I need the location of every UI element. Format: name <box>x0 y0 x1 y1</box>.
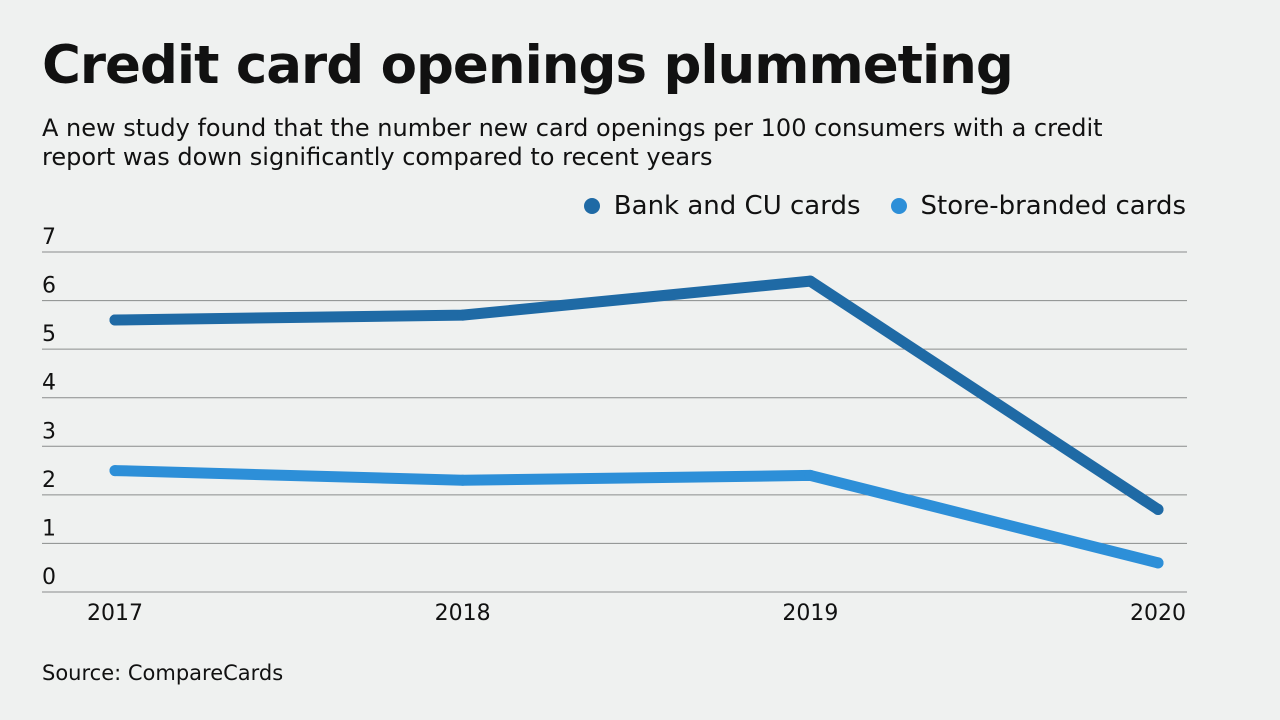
x-tick-label: 2018 <box>435 601 491 626</box>
legend-label-bank-cu: Bank and CU cards <box>613 191 861 221</box>
legend: Bank and CU cards Store-branded cards <box>554 190 1186 222</box>
data-point <box>804 469 816 481</box>
x-tick-label: 2020 <box>1130 601 1186 626</box>
legend-label-store-branded: Store-branded cards <box>920 191 1186 221</box>
y-tick-label: 4 <box>42 371 56 396</box>
source-note: Source: CompareCards <box>42 661 284 685</box>
y-tick-label: 5 <box>42 322 56 347</box>
x-tick-label: 2017 <box>87 601 143 626</box>
y-tick-label: 0 <box>42 565 56 590</box>
data-point <box>1152 557 1164 569</box>
y-tick-label: 3 <box>42 419 56 444</box>
series-line-1 <box>109 465 1164 569</box>
data-point <box>1152 503 1164 515</box>
chart-title: Credit card openings plummeting <box>42 35 1014 96</box>
data-point <box>804 275 816 287</box>
y-tick-label: 2 <box>42 468 56 493</box>
data-point <box>457 474 469 486</box>
legend-marker-bank-cu <box>583 198 600 214</box>
y-tick-label: 6 <box>42 274 56 299</box>
x-tick-label: 2019 <box>782 601 838 626</box>
data-point <box>457 309 469 321</box>
y-tick-label: 7 <box>42 225 56 250</box>
y-tick-label: 1 <box>42 516 56 541</box>
legend-item-bank-cu: Bank and CU cards <box>583 190 861 222</box>
legend-item-store-branded: Store-branded cards <box>890 190 1186 222</box>
series-line-0 <box>109 275 1164 515</box>
data-point <box>109 465 121 477</box>
chart-subtitle: A new study found that the number new ca… <box>42 114 1103 171</box>
legend-marker-store-branded <box>890 198 907 214</box>
data-point <box>109 314 121 326</box>
